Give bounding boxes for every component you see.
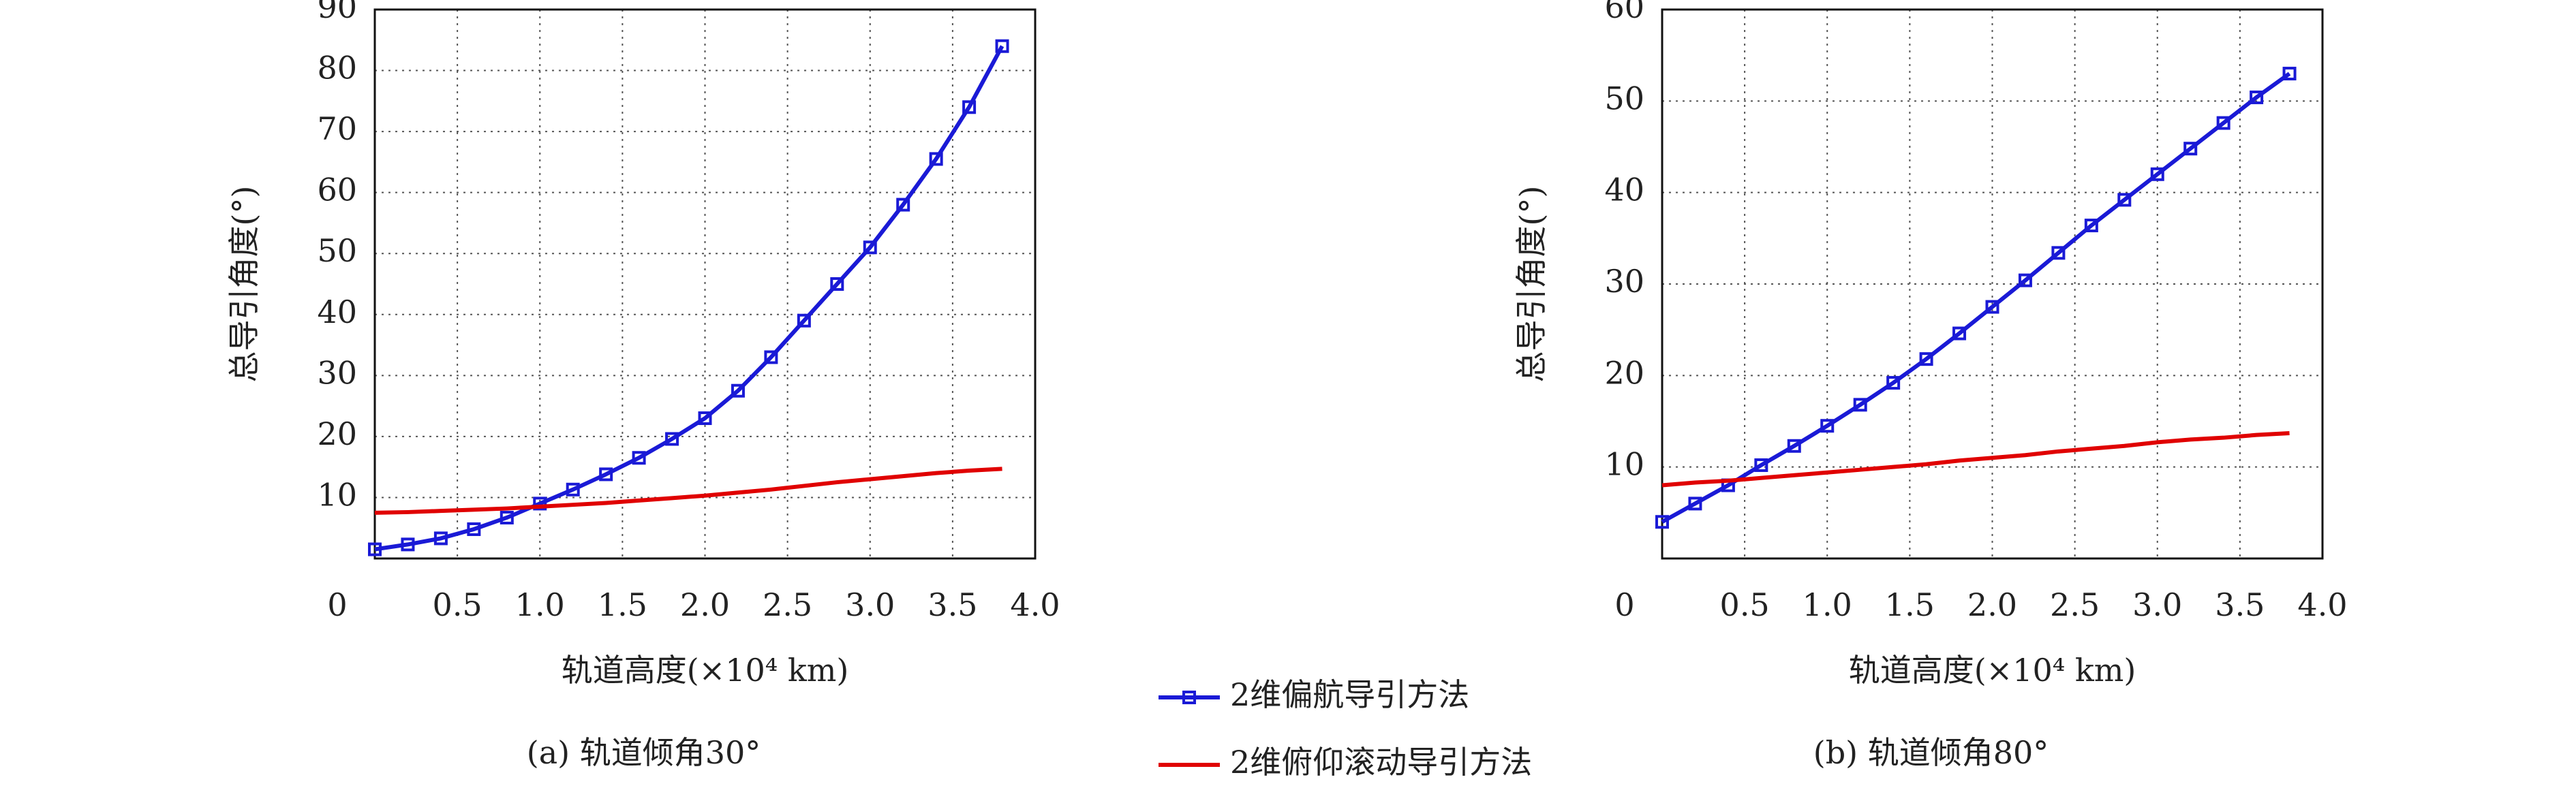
marker (2216, 116, 2230, 130)
y-tick-label: 90 (317, 0, 357, 25)
y-tick-label: 20 (317, 415, 357, 452)
x-axis-label: 轨道高度(×10⁴ km) (1849, 652, 2136, 689)
x-tick-label: 2.0 (680, 586, 730, 623)
y-axis-label: 总导引角度(°) (1513, 186, 1550, 383)
x-tick-label: 2.5 (763, 586, 812, 623)
marker (1787, 439, 1801, 453)
y-tick-label: 60 (1604, 0, 1644, 25)
marker (2117, 193, 2132, 207)
marker (2150, 167, 2164, 181)
marker (665, 432, 679, 446)
y-tick-label: 20 (1604, 354, 1644, 391)
marker (1820, 419, 1835, 433)
marker (1853, 398, 1867, 412)
x-tick-label: 0 (1614, 586, 1634, 623)
marker (863, 240, 877, 255)
x-tick-label: 3.5 (2215, 586, 2265, 623)
legend-label: 2维偏航导引方法 (1230, 676, 1469, 713)
x-tick-label: 2.0 (1967, 586, 2017, 623)
y-tick-label: 40 (317, 294, 357, 330)
x-tick-label: 0 (327, 586, 347, 623)
marker (731, 383, 745, 398)
caption: (b) 轨道倾角80° (1813, 734, 2049, 771)
y-axis-label: 总导引角度(°) (226, 186, 262, 383)
marker (2250, 90, 2264, 104)
marker (599, 467, 613, 482)
marker (632, 451, 646, 465)
y-tick-label: 70 (317, 110, 357, 147)
x-tick-label: 1.5 (1885, 586, 1935, 623)
marker (896, 198, 910, 212)
x-tick-label: 3.0 (845, 586, 895, 623)
series-line (1661, 430, 2290, 488)
marker (1886, 376, 1901, 390)
marker (1688, 497, 1702, 511)
marker (995, 39, 1009, 53)
y-tick-label: 50 (317, 232, 357, 269)
marker (566, 482, 580, 497)
marker (797, 313, 811, 328)
marker (1985, 300, 1999, 314)
series-line (1661, 72, 2291, 524)
y-tick-label: 40 (1604, 172, 1644, 208)
marker (1754, 458, 1768, 472)
x-tick-label: 4.0 (1010, 586, 1060, 623)
x-axis-label: 轨道高度(×10⁴ km) (562, 652, 849, 689)
x-tick-label: 0.5 (433, 586, 482, 623)
marker (830, 277, 844, 291)
y-tick-label: 30 (1604, 263, 1644, 300)
legend-marker (1182, 691, 1196, 704)
marker (1952, 326, 1967, 341)
x-tick-label: 0.5 (1720, 586, 1770, 623)
marker (2084, 219, 2098, 233)
plot-frame (373, 8, 1037, 560)
marker (500, 510, 514, 524)
y-tick-label: 10 (1604, 446, 1644, 483)
marker (1919, 352, 1933, 366)
marker (368, 542, 382, 556)
x-tick-label: 1.0 (1803, 586, 1852, 623)
plot-frame (1661, 8, 2324, 560)
y-tick-label: 80 (317, 50, 357, 86)
marker (2018, 273, 2032, 287)
marker (401, 537, 415, 552)
caption: (a) 轨道倾角30° (527, 734, 761, 771)
y-tick-label: 30 (317, 354, 357, 391)
marker (764, 350, 778, 364)
y-tick-label: 50 (1604, 80, 1644, 116)
marker (962, 100, 977, 114)
marker (2183, 142, 2198, 156)
marker (1655, 515, 1669, 529)
x-tick-label: 3.0 (2132, 586, 2182, 623)
y-tick-label: 10 (317, 476, 357, 513)
y-tick-label: 60 (317, 172, 357, 208)
x-tick-label: 3.5 (927, 586, 977, 623)
marker (467, 522, 481, 537)
legend-label: 2维俯仰滚动导引方法 (1230, 744, 1532, 781)
marker (533, 497, 547, 511)
x-tick-label: 2.5 (2050, 586, 2100, 623)
marker (2051, 246, 2066, 260)
marker (2282, 67, 2297, 81)
marker (929, 152, 943, 166)
x-tick-label: 1.0 (515, 586, 565, 623)
x-tick-label: 1.5 (598, 586, 647, 623)
marker (433, 531, 448, 546)
series-line (374, 467, 1002, 515)
marker (698, 411, 712, 426)
x-tick-label: 4.0 (2297, 586, 2347, 623)
